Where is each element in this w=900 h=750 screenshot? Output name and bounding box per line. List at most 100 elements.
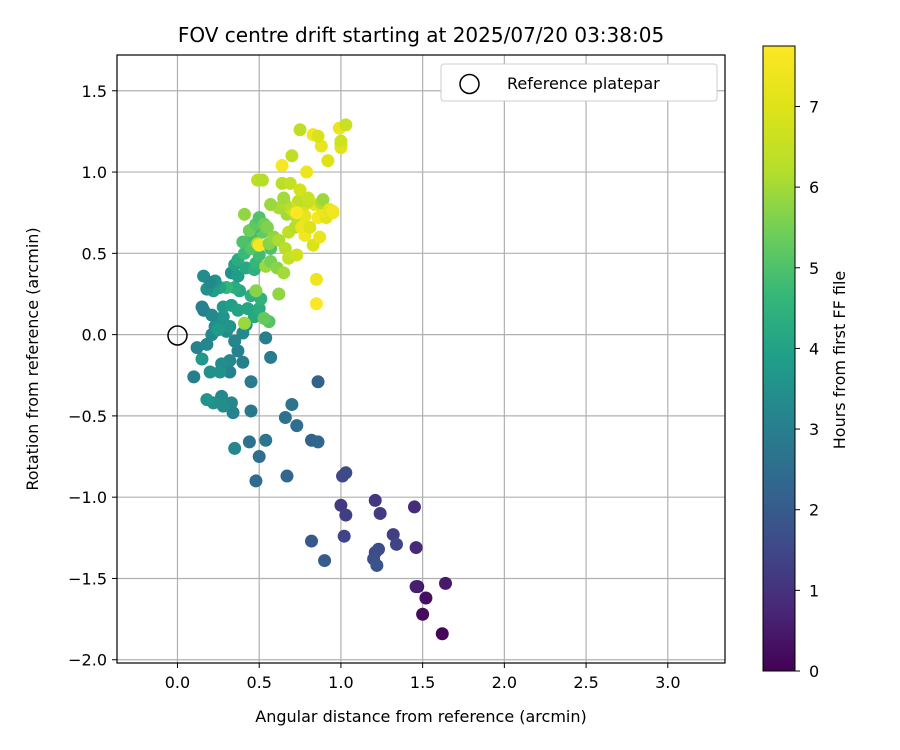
data-point	[373, 506, 387, 520]
data-point	[237, 316, 251, 330]
colorbar-tick-label: 3	[809, 420, 819, 439]
y-axis-label: Rotation from reference (arcmin)	[23, 227, 42, 490]
data-point	[216, 310, 230, 324]
data-point	[231, 269, 245, 283]
data-point	[303, 220, 317, 234]
colorbar-tick-label: 4	[809, 339, 819, 358]
data-point	[249, 284, 263, 298]
data-point	[244, 404, 258, 418]
x-axis-label: Angular distance from reference (arcmin)	[255, 707, 586, 726]
data-point	[277, 191, 291, 205]
data-point	[311, 435, 325, 449]
data-point	[255, 173, 269, 187]
data-point	[337, 529, 351, 543]
data-point	[435, 627, 449, 641]
data-point	[419, 591, 433, 605]
colorbar-label: Hours from first FF file	[830, 271, 849, 450]
data-point	[244, 375, 258, 389]
data-point	[252, 450, 266, 464]
data-point	[195, 352, 209, 366]
legend: Reference platepar	[440, 63, 718, 102]
data-point	[409, 580, 423, 594]
data-point	[277, 266, 291, 280]
data-point	[290, 419, 304, 433]
colorbar-ticks: 0 1 2 3 4 5 6 7	[795, 97, 819, 681]
data-point	[200, 393, 214, 407]
colorbar-tick-label: 6	[809, 178, 819, 197]
y-tick-label: −0.5	[68, 407, 107, 426]
data-point	[278, 411, 292, 425]
data-point	[416, 607, 430, 621]
y-tick-label: 1.0	[82, 163, 107, 182]
data-point	[407, 500, 421, 514]
y-tick-label: −1.5	[68, 569, 107, 588]
data-point	[213, 365, 227, 379]
data-point	[231, 303, 245, 317]
data-point	[252, 302, 266, 316]
data-point	[321, 154, 335, 168]
colorbar-tick-label: 0	[809, 662, 819, 681]
data-point	[252, 238, 266, 252]
data-point	[211, 323, 225, 337]
data-point	[313, 230, 327, 244]
data-point	[389, 537, 403, 551]
legend-marker-icon	[459, 73, 480, 95]
data-point	[370, 558, 384, 572]
x-axis-ticks: 0.0 0.5 1.0 1.5 2.0 2.5 3.0	[165, 663, 681, 692]
data-point	[339, 508, 353, 522]
data-point	[372, 542, 386, 556]
data-point	[275, 159, 289, 173]
data-point	[293, 183, 307, 197]
data-point	[272, 287, 286, 301]
data-point	[187, 370, 201, 384]
data-point	[259, 433, 273, 447]
colorbar: 0 1 2 3 4 5 6 7 Hours from first FF file	[762, 45, 849, 681]
data-point	[264, 350, 278, 364]
data-point	[311, 129, 325, 143]
data-point	[236, 355, 250, 369]
data-point	[203, 276, 217, 290]
data-point	[314, 139, 328, 153]
colorbar-tick-label: 5	[809, 259, 819, 278]
data-point	[285, 398, 299, 412]
data-point	[368, 493, 382, 507]
plot-frame	[116, 54, 726, 664]
x-tick-label: 1.0	[328, 673, 353, 692]
data-point	[439, 576, 453, 590]
data-point	[316, 193, 330, 207]
y-tick-label: 0.0	[82, 326, 107, 345]
data-point	[290, 248, 304, 262]
colorbar-tick-label: 7	[809, 97, 819, 116]
data-point	[278, 241, 292, 255]
data-point	[311, 375, 325, 389]
data-point	[334, 134, 348, 148]
data-point	[228, 441, 242, 455]
data-point	[228, 334, 242, 348]
data-point	[236, 235, 250, 249]
data-point	[326, 204, 340, 218]
data-point	[216, 399, 230, 413]
x-tick-label: 0.0	[165, 673, 190, 692]
data-point	[203, 365, 217, 379]
data-point	[309, 272, 323, 286]
data-point	[318, 554, 332, 568]
y-tick-label: −2.0	[68, 651, 107, 670]
data-point	[223, 365, 237, 379]
data-point	[290, 206, 304, 220]
data-point	[260, 220, 274, 234]
data-point	[223, 319, 237, 333]
colorbar-tick-label: 1	[809, 581, 819, 600]
x-tick-label: 0.5	[246, 673, 271, 692]
y-tick-label: −1.0	[68, 488, 107, 507]
data-point	[309, 297, 323, 311]
data-point	[257, 311, 271, 325]
data-point	[205, 308, 219, 322]
data-point	[386, 528, 400, 542]
x-tick-label: 2.5	[573, 673, 598, 692]
data-point	[195, 300, 209, 314]
data-point	[190, 341, 204, 355]
x-tick-label: 1.5	[410, 673, 435, 692]
data-point	[334, 498, 348, 512]
